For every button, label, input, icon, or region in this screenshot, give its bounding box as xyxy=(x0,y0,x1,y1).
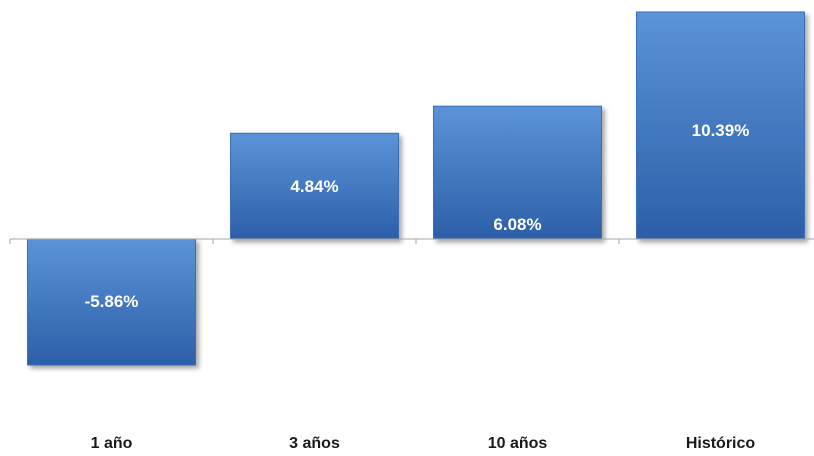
bars-layer xyxy=(28,12,805,365)
category-label-2: 10 años xyxy=(488,435,548,452)
bar-value-label-1: 4.84% xyxy=(290,177,338,196)
bar-value-label-0: -5.86% xyxy=(85,292,139,311)
category-label-3: Histórico xyxy=(686,435,756,452)
bar-value-label-3: 10.39% xyxy=(692,121,750,140)
category-label-0: 1 año xyxy=(91,435,133,452)
category-label-1: 3 años xyxy=(289,435,340,452)
bar-value-label-2: 6.08% xyxy=(493,215,541,234)
